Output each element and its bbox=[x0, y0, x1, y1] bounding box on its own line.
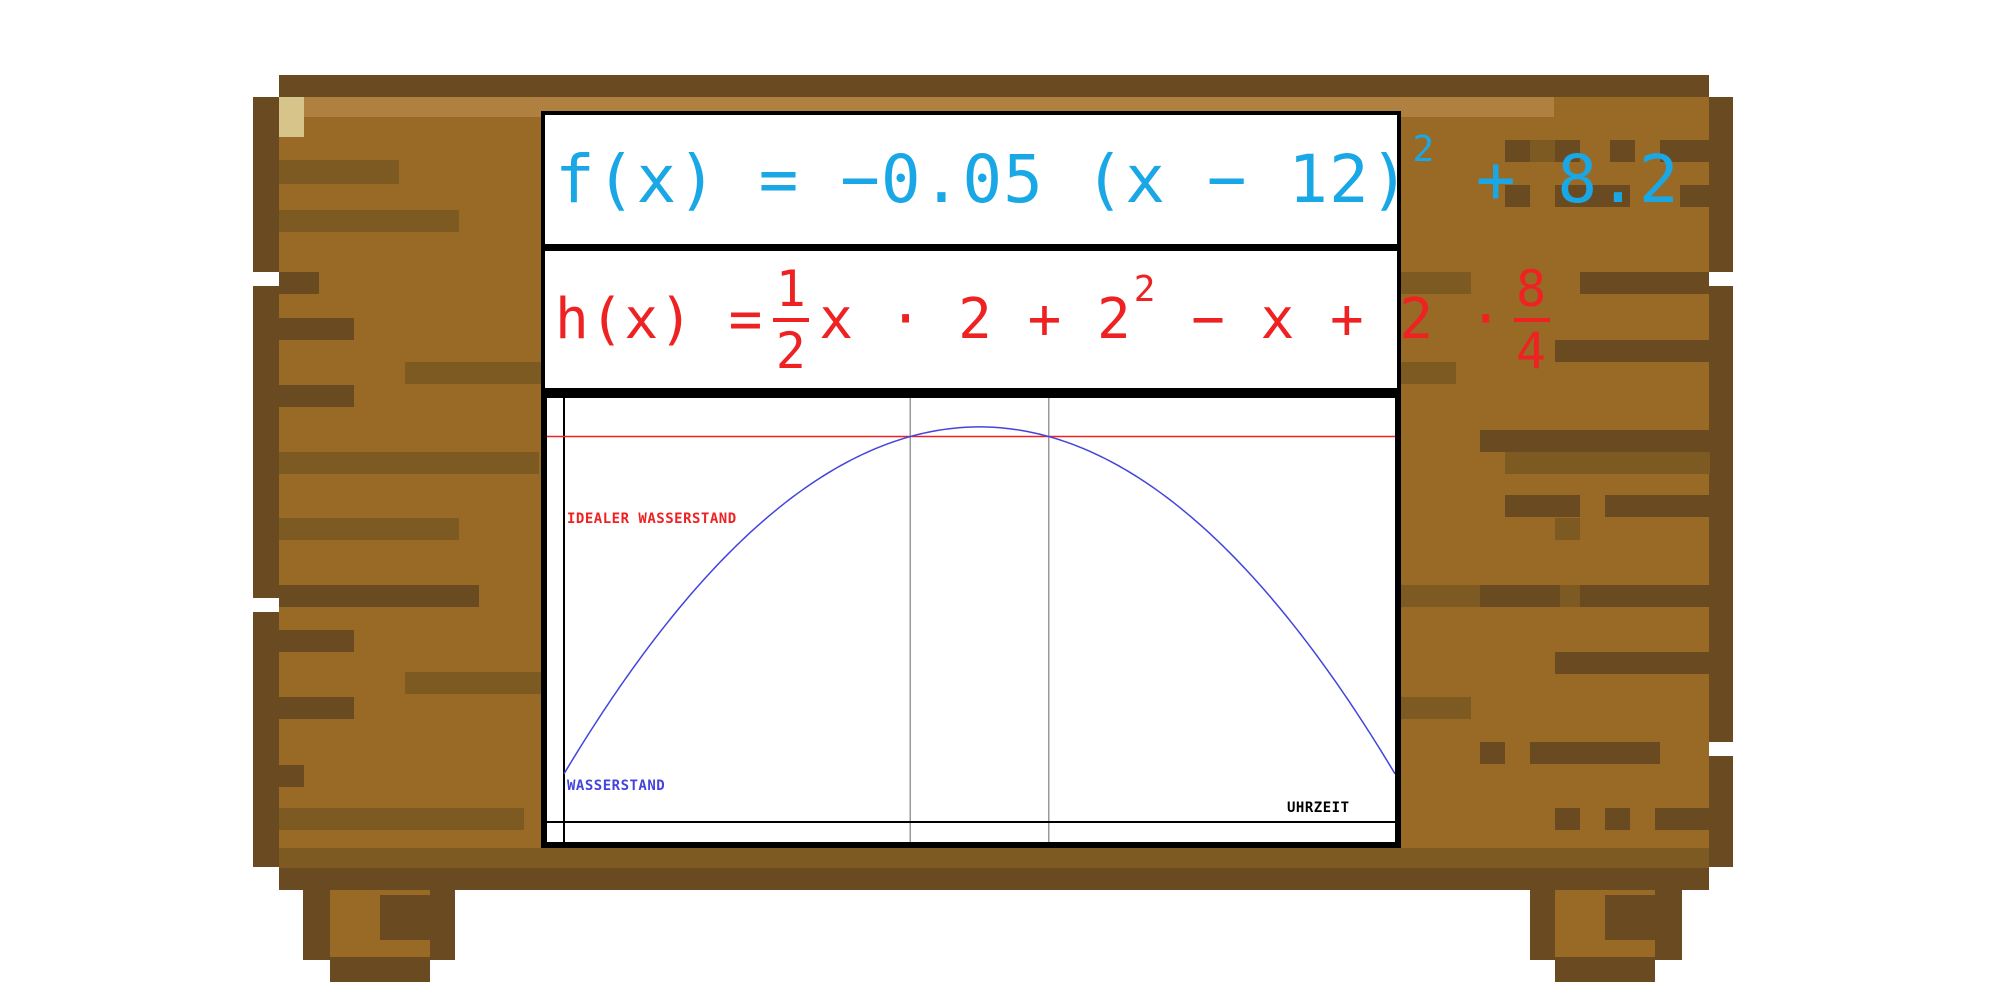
formula-h-fraction-1: 1 2 bbox=[773, 259, 810, 380]
water-level-label: WASSERSTAND bbox=[567, 778, 666, 794]
fraction-1-numerator: 1 bbox=[775, 259, 807, 318]
formula-f-exponent: 2 bbox=[1412, 129, 1436, 170]
water-level-curve bbox=[563, 426, 1395, 775]
fraction-1-denominator: 2 bbox=[775, 321, 807, 380]
fraction-2-denominator: 4 bbox=[1516, 321, 1548, 380]
formula-f: f(x) = −0.05 (x − 12) 2 + 8.2 bbox=[555, 115, 1680, 244]
water-level-chart bbox=[547, 398, 1395, 842]
sign-left-leg bbox=[303, 880, 455, 982]
formula-f-panel: f(x) = −0.05 (x − 12) 2 + 8.2 bbox=[541, 111, 1679, 248]
formula-h-fraction-2: 8 4 bbox=[1513, 259, 1550, 380]
formula-h-middle: x · 2 + 2 bbox=[819, 287, 1132, 352]
fraction-2-bar bbox=[1513, 317, 1550, 322]
sign-right-leg bbox=[1530, 880, 1682, 982]
fraction-2-numerator: 8 bbox=[1516, 259, 1548, 318]
formula-h-after: − x + 2 · bbox=[1191, 287, 1504, 352]
formula-h-prefix: h(x) = bbox=[555, 287, 764, 352]
graph-panel: IDEALER WASSERSTAND WASSERSTAND UHRZEIT bbox=[541, 392, 1401, 848]
formula-f-suffix: + 8.2 bbox=[1475, 141, 1680, 218]
x-axis-label: UHRZEIT bbox=[1287, 800, 1350, 816]
formula-h-exponent: 2 bbox=[1133, 269, 1157, 310]
fraction-1-bar bbox=[773, 317, 810, 322]
ideal-level-label: IDEALER WASSERSTAND bbox=[567, 511, 737, 527]
formula-f-prefix: f(x) = −0.05 (x − 12) bbox=[555, 141, 1411, 218]
